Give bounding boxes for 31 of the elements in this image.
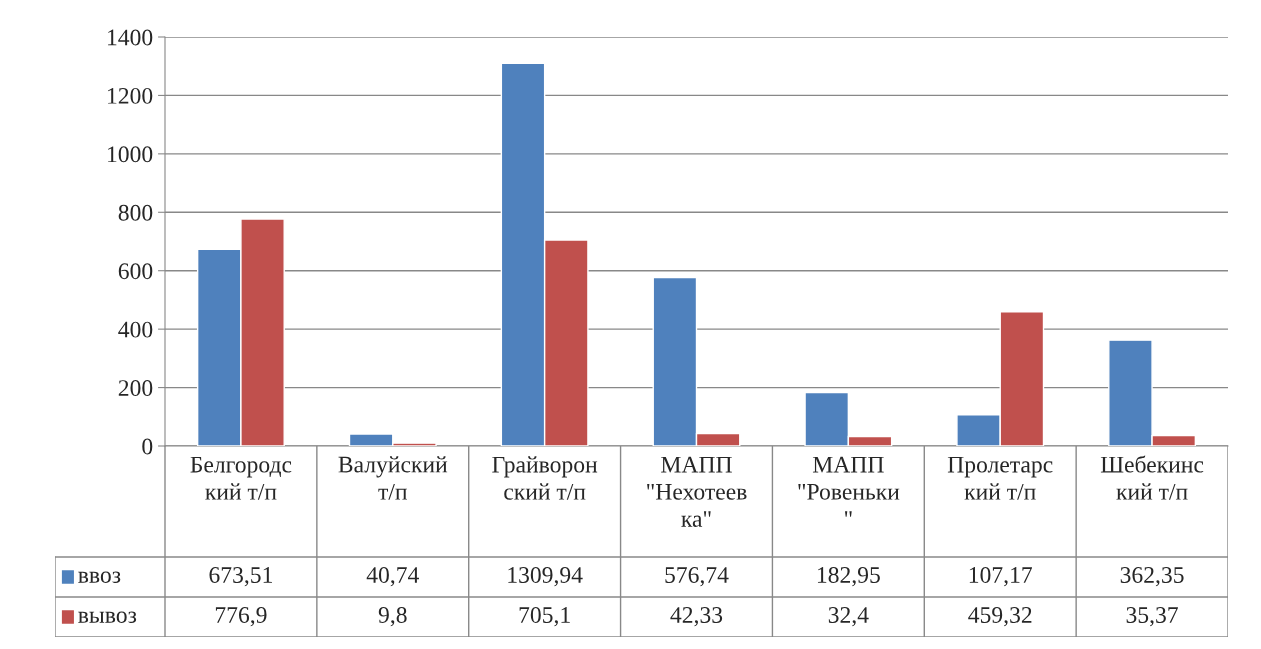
data-label: 705,1	[519, 606, 570, 627]
data-label: 40,74	[366, 566, 419, 587]
y-tick-label: 400	[118, 321, 153, 338]
data-label: 1309,94	[508, 566, 583, 587]
x-tick-label: Белгородс кий т/п	[190, 456, 292, 500]
y-tick-label: 1000	[108, 146, 153, 163]
data-label: 107,17	[969, 566, 1032, 587]
legend-label: вывоз	[78, 611, 137, 623]
data-label: 32,4	[828, 607, 869, 627]
y-tick-label: 1200	[108, 87, 153, 104]
x-tick-label: Шебекинс кий т/п	[1100, 455, 1204, 500]
x-tick-label: МАПП "Нехотеев ка"	[647, 456, 747, 527]
x-tick-label: Пролетарс кий т/п	[947, 456, 1053, 500]
data-label: 576,74	[665, 567, 729, 587]
data-label: 42,33	[670, 607, 723, 627]
data-label: 776,9	[215, 607, 267, 627]
x-tick-label: Грайворон ский т/п	[492, 456, 598, 500]
data-label: 35,37	[1126, 607, 1178, 627]
x-tick-label: Валуйский т/п	[338, 456, 448, 500]
y-tick-label: 1400	[108, 29, 153, 46]
data-label: 673,51	[209, 567, 272, 587]
y-tick-label: 800	[118, 204, 153, 221]
y-tick-label: 600	[118, 263, 153, 280]
data-label: 362,35	[1120, 567, 1184, 587]
legend-label: ввоз	[78, 571, 121, 583]
x-tick-label: МАПП "Ровеньки "	[798, 456, 900, 517]
data-label: 182,95	[817, 566, 880, 587]
y-tick-label: 200	[118, 380, 153, 396]
data-label: 9,8	[378, 606, 407, 627]
y-tick-label: 0	[142, 438, 153, 455]
data-label: 459,32	[968, 607, 1032, 627]
